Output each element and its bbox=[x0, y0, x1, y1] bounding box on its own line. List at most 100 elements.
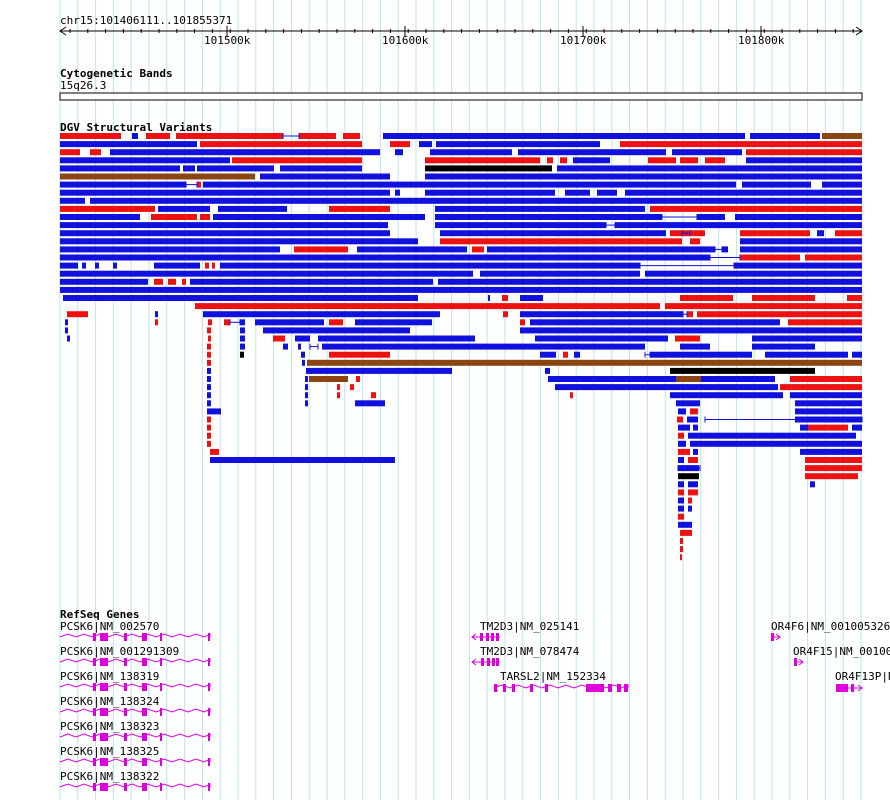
variant-segment bbox=[260, 173, 390, 180]
gene-exon bbox=[794, 658, 797, 666]
variant-segment bbox=[190, 278, 433, 285]
variant-segment bbox=[678, 440, 686, 447]
variant-segment bbox=[430, 149, 512, 156]
variant-segment bbox=[425, 173, 862, 180]
gene-exon bbox=[100, 658, 108, 666]
variant-segment bbox=[168, 278, 176, 285]
gene-exon bbox=[851, 684, 854, 692]
variant-segment bbox=[680, 529, 692, 536]
gene-label[interactable]: OR4F13P|N bbox=[835, 670, 890, 683]
tick-label-101500k: 101500k bbox=[204, 34, 251, 47]
variant-segment bbox=[67, 335, 70, 342]
gene-exon bbox=[93, 658, 96, 666]
variant-segment bbox=[63, 295, 418, 301]
variant-segment bbox=[207, 408, 221, 415]
variant-segment bbox=[65, 327, 68, 334]
variant-segment bbox=[672, 149, 742, 156]
variant-segment bbox=[678, 448, 690, 455]
variant-segment bbox=[675, 335, 700, 342]
variant-segment bbox=[435, 205, 645, 212]
variant-segment bbox=[305, 384, 308, 391]
variant-segment bbox=[740, 246, 862, 253]
variant-segment bbox=[822, 181, 862, 188]
gene-intron-line bbox=[59, 708, 211, 713]
variant-segment bbox=[355, 319, 432, 326]
variant-segment bbox=[197, 165, 274, 172]
variant-segment bbox=[183, 165, 195, 172]
variant-segment bbox=[146, 133, 170, 139]
variant-segment bbox=[676, 400, 700, 407]
variant-segment bbox=[680, 157, 698, 164]
variant-segment bbox=[60, 286, 862, 293]
variant-segment bbox=[472, 246, 484, 253]
variant-segment bbox=[220, 262, 640, 269]
gene-strand-arrow bbox=[775, 633, 781, 641]
variant-segment bbox=[298, 343, 301, 350]
variant-segment bbox=[200, 141, 362, 148]
variant-segment bbox=[555, 384, 778, 391]
variant-segment bbox=[383, 133, 745, 139]
gene-label[interactable]: TM2D3|NM_025141 bbox=[480, 620, 580, 633]
gene-exon bbox=[142, 658, 147, 666]
gene-label[interactable]: PCSK6|NM_138323 bbox=[60, 720, 160, 733]
variant-segment bbox=[557, 165, 862, 172]
gene-intron-line bbox=[59, 683, 211, 688]
variant-segment bbox=[615, 222, 862, 229]
variant-segment bbox=[207, 392, 211, 399]
tick-label-101600k: 101600k bbox=[382, 34, 429, 47]
location-label: chr15:101406111..101855371 bbox=[60, 14, 233, 27]
gene-exon bbox=[491, 633, 494, 641]
gene-exon bbox=[124, 708, 127, 716]
variant-segment bbox=[95, 262, 99, 269]
variant-segment bbox=[548, 376, 775, 382]
variant-segment bbox=[687, 311, 693, 318]
variant-segment bbox=[805, 457, 862, 463]
gene-label[interactable]: OR4F15|NM_001001 bbox=[793, 645, 890, 658]
variant-segment bbox=[207, 376, 211, 382]
gene-label[interactable]: PCSK6|NM_138322 bbox=[60, 770, 160, 783]
variant-segment bbox=[625, 189, 862, 196]
gene-label[interactable]: PCSK6|NM_001291309 bbox=[60, 645, 180, 658]
gene-model bbox=[59, 658, 211, 666]
variant-segment bbox=[329, 205, 390, 212]
variant-segment bbox=[800, 424, 808, 431]
gene-model bbox=[59, 783, 211, 791]
variant-segment bbox=[678, 489, 684, 496]
variant-segment bbox=[746, 157, 862, 164]
variant-segment bbox=[678, 457, 684, 463]
variant-segment bbox=[690, 408, 698, 415]
variant-segment bbox=[670, 367, 815, 374]
variant-segment bbox=[240, 351, 244, 358]
gene-exon bbox=[100, 683, 108, 691]
variant-segment bbox=[740, 254, 800, 261]
variant-segment bbox=[207, 440, 211, 447]
variant-segment bbox=[752, 343, 815, 350]
variant-segment bbox=[207, 424, 211, 431]
variant-segment bbox=[90, 149, 101, 156]
gene-label[interactable]: PCSK6|NM_138324 bbox=[60, 695, 160, 708]
variant-segment bbox=[329, 319, 343, 326]
variant-segment bbox=[565, 189, 590, 196]
variant-segment bbox=[205, 262, 209, 269]
gene-exon bbox=[100, 783, 108, 791]
variant-segment bbox=[852, 351, 862, 358]
gene-label[interactable]: PCSK6|NM_138319 bbox=[60, 670, 160, 683]
variant-segment bbox=[154, 278, 163, 285]
variant-segment bbox=[648, 157, 676, 164]
gene-label[interactable]: PCSK6|NM_138325 bbox=[60, 745, 160, 758]
gene-label[interactable]: PCSK6|NM_002570 bbox=[60, 620, 160, 633]
variant-segment bbox=[350, 384, 354, 391]
variant-segment bbox=[176, 133, 283, 139]
variant-segment bbox=[60, 246, 280, 253]
variant-segment bbox=[620, 141, 862, 148]
gene-exon bbox=[142, 633, 147, 641]
variant-segment bbox=[203, 181, 736, 188]
gene-label[interactable]: TARSL2|NM_152334 bbox=[500, 670, 606, 683]
gene-label[interactable]: TM2D3|NM_078474 bbox=[480, 645, 580, 658]
variant-segment bbox=[240, 343, 245, 350]
gene-exon bbox=[100, 758, 108, 766]
variant-segment bbox=[678, 521, 692, 528]
variant-segment bbox=[676, 376, 701, 382]
gene-label[interactable]: OR4F6|NM_001005326 bbox=[771, 620, 890, 633]
variant-segment bbox=[197, 181, 201, 188]
